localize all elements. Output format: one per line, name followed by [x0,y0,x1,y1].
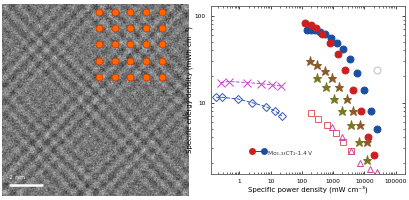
Text: Mo₁.₃₃CT₂-1.4 V: Mo₁.₃₃CT₂-1.4 V [268,151,312,156]
X-axis label: Specific power density (mW cm⁻³): Specific power density (mW cm⁻³) [248,186,368,193]
Y-axis label: Specific energy density (mWh cm⁻³): Specific energy density (mWh cm⁻³) [185,27,193,153]
Text: 2 nm: 2 nm [9,175,26,180]
